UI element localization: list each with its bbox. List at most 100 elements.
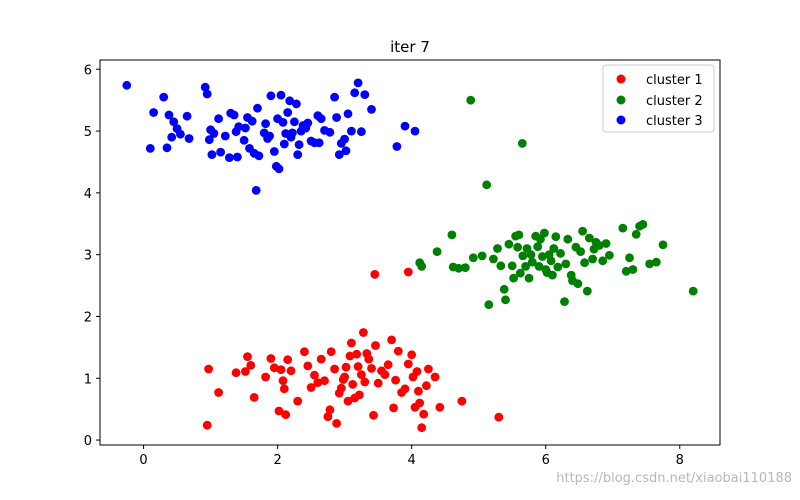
point-cluster-1-37 — [345, 351, 355, 361]
point-cluster-2-41 — [548, 270, 557, 280]
point-cluster-3-14 — [204, 135, 214, 145]
point-cluster-2-11 — [484, 300, 494, 310]
point-cluster-3-20 — [220, 131, 230, 141]
point-cluster-2-68 — [628, 265, 638, 274]
point-cluster-3-54 — [292, 99, 301, 109]
point-cluster-2-40 — [546, 256, 556, 266]
point-cluster-3-77 — [353, 78, 363, 88]
point-cluster-1-28 — [326, 347, 336, 357]
point-cluster-3-82 — [400, 121, 410, 131]
point-cluster-1-26 — [323, 412, 333, 421]
point-cluster-1-6 — [246, 360, 256, 370]
y-tick-label-6: 6 — [84, 63, 92, 78]
point-cluster-2-58 — [588, 254, 597, 264]
x-tick-label-6: 6 — [542, 453, 550, 468]
watermark: https://blog.csdn.net/xiaobai110188 — [556, 471, 792, 486]
point-cluster-3-33 — [251, 186, 261, 195]
point-cluster-3-37 — [261, 119, 270, 129]
point-cluster-1-58 — [391, 375, 400, 385]
point-cluster-3-69 — [332, 113, 341, 122]
legend-marker-cluster-1 — [616, 74, 626, 84]
point-cluster-2-64 — [605, 250, 614, 260]
legend: cluster 1 cluster 2 cluster 3 — [602, 64, 715, 133]
point-cluster-3-9 — [176, 129, 185, 139]
point-cluster-3-27 — [239, 135, 249, 145]
point-cluster-2-33 — [534, 262, 544, 271]
point-cluster-3-80 — [367, 105, 376, 114]
legend-box — [602, 64, 715, 133]
point-cluster-3-34 — [253, 103, 262, 113]
point-cluster-3-2 — [149, 108, 159, 117]
point-cluster-2-57 — [584, 233, 594, 243]
point-cluster-3-81 — [392, 142, 402, 151]
point-cluster-3-21 — [225, 153, 234, 163]
point-cluster-3-44 — [274, 164, 284, 174]
point-cluster-2-67 — [625, 253, 634, 263]
point-cluster-2-19 — [509, 273, 518, 283]
point-cluster-1-54 — [380, 370, 390, 379]
point-cluster-1-15 — [281, 410, 291, 420]
point-cluster-1-71 — [422, 381, 431, 391]
point-cluster-3-7 — [169, 117, 179, 127]
point-cluster-3-40 — [266, 91, 276, 101]
point-cluster-2-18 — [507, 261, 517, 271]
point-cluster-3-46 — [278, 118, 288, 127]
chart-title: iter 7 — [390, 38, 430, 56]
point-cluster-1-11 — [274, 406, 284, 416]
point-cluster-2-75 — [688, 286, 698, 296]
point-cluster-2-43 — [551, 232, 561, 242]
point-cluster-1-61 — [400, 384, 410, 394]
point-cluster-1-36 — [343, 396, 353, 406]
point-cluster-2-61 — [595, 241, 604, 250]
point-cluster-1-34 — [340, 372, 349, 382]
point-cluster-2-45 — [556, 249, 565, 258]
y-tick-label-2: 2 — [84, 310, 92, 325]
point-cluster-1-7 — [249, 393, 259, 402]
point-cluster-1-21 — [306, 383, 316, 392]
point-cluster-3-25 — [233, 152, 242, 162]
point-cluster-1-39 — [348, 380, 358, 389]
point-cluster-2-74 — [658, 240, 668, 250]
point-cluster-1-68 — [415, 398, 425, 408]
point-cluster-3-52 — [288, 128, 297, 138]
point-cluster-2-24 — [517, 139, 527, 148]
x-tick-label-2: 2 — [273, 453, 281, 468]
point-cluster-2-71 — [638, 220, 648, 229]
point-cluster-2-48 — [563, 234, 573, 244]
point-cluster-2-23 — [515, 268, 525, 278]
point-cluster-3-39 — [265, 131, 274, 141]
point-cluster-3-41 — [269, 147, 279, 156]
point-cluster-2-42 — [549, 244, 559, 253]
y-tick-label-0: 0 — [84, 434, 92, 449]
point-cluster-1-48 — [364, 354, 374, 364]
point-cluster-1-46 — [360, 377, 370, 387]
point-cluster-2-13 — [493, 244, 502, 253]
point-cluster-3-55 — [293, 150, 303, 160]
x-tick-label-4: 4 — [408, 453, 416, 468]
point-cluster-1-57 — [389, 403, 398, 413]
point-cluster-3-31 — [247, 116, 257, 126]
point-cluster-2-22 — [514, 230, 524, 240]
point-cluster-1-2 — [214, 388, 224, 397]
x-tick-label-8: 8 — [676, 453, 684, 468]
point-cluster-3-17 — [209, 129, 219, 138]
point-cluster-1-59 — [393, 346, 403, 356]
point-cluster-1-45 — [359, 328, 368, 337]
legend-marker-cluster-3 — [616, 115, 626, 125]
legend-label-cluster-3: cluster 3 — [646, 114, 703, 129]
point-cluster-2-72 — [645, 259, 654, 269]
point-cluster-1-30 — [332, 419, 341, 428]
point-cluster-3-78 — [357, 127, 366, 137]
point-cluster-1-66 — [412, 367, 422, 376]
point-cluster-3-73 — [341, 146, 351, 156]
point-cluster-2-44 — [553, 262, 563, 272]
point-cluster-2-35 — [538, 252, 547, 261]
point-cluster-3-65 — [316, 114, 326, 124]
point-cluster-1-35 — [341, 362, 351, 372]
point-cluster-1-49 — [367, 364, 376, 373]
point-cluster-3-3 — [159, 92, 169, 102]
point-cluster-3-56 — [294, 140, 304, 150]
point-cluster-1-73 — [430, 372, 440, 382]
point-cluster-1-25 — [320, 376, 329, 386]
